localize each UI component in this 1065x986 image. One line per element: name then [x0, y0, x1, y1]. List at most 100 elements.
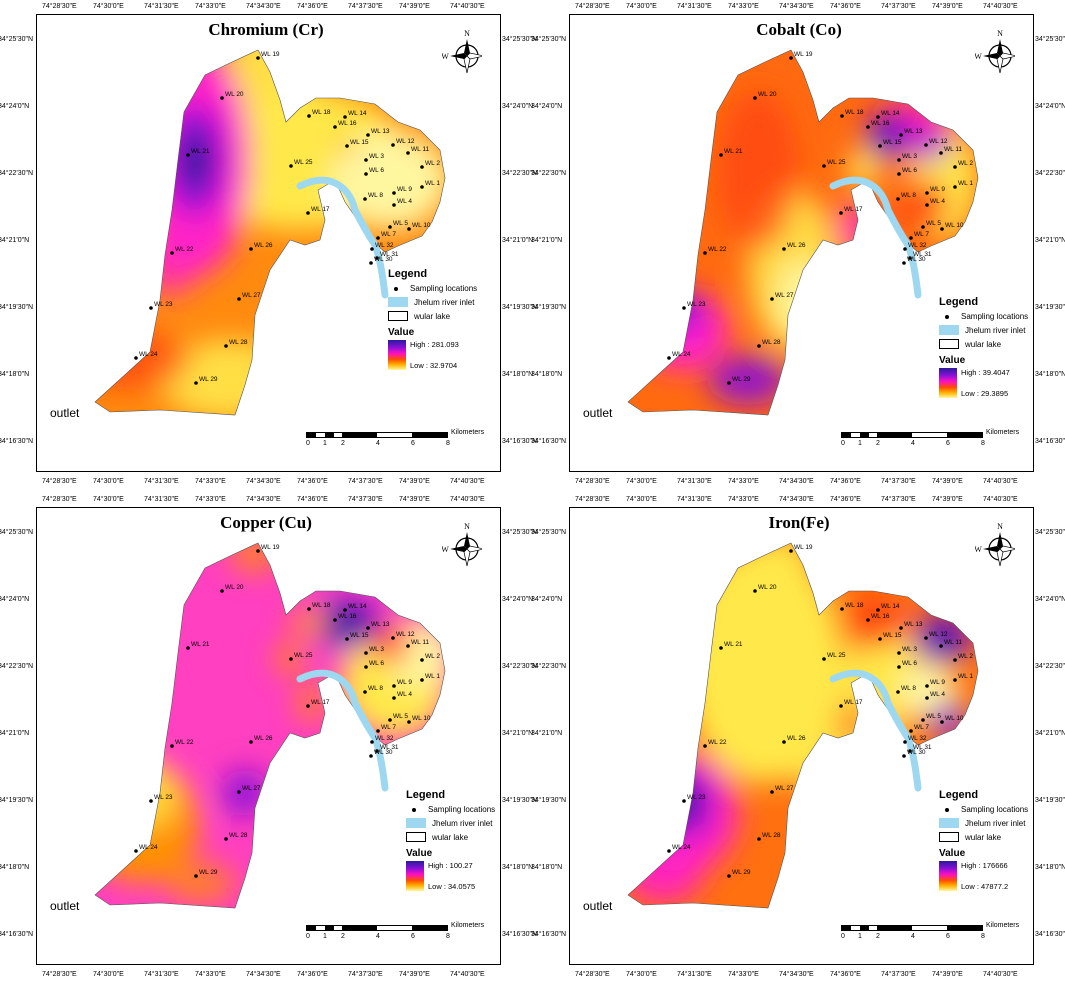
north-arrow-icon: NSEW: [442, 522, 482, 567]
station-label: WL 20: [758, 91, 777, 98]
sampling-location-marker: [364, 172, 368, 176]
sampling-location-marker: [839, 211, 843, 215]
bottom-longitude-tick: 74°34'30"E: [246, 478, 281, 485]
value-title: Value: [939, 355, 966, 366]
station-label: WL 13: [371, 621, 390, 628]
map-surface: WL 1 WL 2 WL 3 WL 4 WL 5 WL 6 WL 7 WL 8 WL 9 WL 1…: [94, 49, 446, 416]
concentration-zone: [778, 260, 828, 340]
sampling-location-marker: [753, 589, 757, 593]
concentration-zone: [292, 608, 328, 638]
concentration-zone: [179, 132, 211, 188]
compass-n-label: N: [464, 522, 470, 531]
station-label: WL 22: [175, 739, 194, 746]
sampling-location-marker: [897, 172, 901, 176]
sampling-location-marker: [782, 247, 786, 251]
top-longitude-tick: 74°40'30"E: [450, 496, 485, 503]
right-latitude-tick: 34°16'30"N: [1035, 931, 1065, 938]
sampling-location-marker: [896, 690, 900, 694]
sampling-location-marker: [194, 381, 198, 385]
station-label: WL 19: [794, 544, 813, 551]
station-label: WL 26: [787, 242, 806, 249]
compass-n-label: N: [997, 522, 1003, 531]
station-label: WL 5: [926, 713, 941, 720]
station-label: WL 23: [687, 301, 706, 308]
ramp-high-label: High : 176666: [961, 861, 1008, 870]
sampling-location-marker: [757, 837, 761, 841]
left-latitude-tick: 34°16'30"N: [531, 438, 567, 445]
right-latitude-tick: 34°24'0"N: [1035, 103, 1065, 110]
map-title: Chromium (Cr): [208, 20, 324, 39]
station-label: WL 25: [827, 652, 846, 659]
bottom-longitude-tick: 74°36'0"E: [830, 971, 861, 978]
station-label: WL 31: [380, 744, 399, 751]
compass-w-label: W: [442, 545, 449, 554]
sampling-location-marker: [391, 636, 395, 640]
legend-title: Legend: [388, 268, 428, 280]
ramp-low-label: Low : 47877.2: [961, 882, 1009, 891]
sampling-location-marker: [908, 749, 912, 753]
station-label: WL 18: [845, 602, 864, 609]
top-longitude-tick: 74°37'30"E: [881, 496, 916, 503]
legend-title: Legend: [939, 296, 979, 308]
top-longitude-tick: 74°30'0"E: [93, 3, 124, 10]
right-latitude-tick: 34°21'0"N: [502, 730, 534, 737]
sampling-location-marker: [940, 227, 944, 231]
bottom-longitude-tick: 74°28'30"E: [575, 971, 610, 978]
sampling-location-marker: [237, 297, 241, 301]
river-swatch-icon: [388, 297, 408, 307]
top-longitude-tick: 74°40'30"E: [983, 496, 1018, 503]
station-label: WL 18: [845, 109, 864, 116]
concentration-zone: [110, 758, 180, 828]
sampling-location-marker: [876, 608, 880, 612]
concentration-zone: [140, 225, 200, 295]
ramp-high-label: High : 100.27: [428, 861, 473, 870]
sampling-location-marker: [406, 644, 410, 648]
left-latitude-tick: 34°18'0"N: [531, 371, 563, 378]
sampling-location-marker: [224, 837, 228, 841]
ramp-low-label: Low : 34.0575: [428, 882, 476, 891]
sampling-location-marker: [220, 96, 224, 100]
sampling-location-marker: [902, 754, 906, 758]
station-label: WL 10: [412, 222, 431, 229]
right-latitude-tick: 34°25'30"N: [1035, 36, 1065, 43]
right-latitude-tick: 34°22'30"N: [502, 170, 538, 177]
map-panel-co: WL 1 WL 2 WL 3 WL 4 WL 5 WL 6 WL 7 WL 8 WL 9 WL 1…: [531, 0, 1065, 493]
map-panel-fe: WL 1 WL 2 WL 3 WL 4 WL 5 WL 6 WL 7 WL 8 WL 9 WL 1…: [531, 493, 1065, 986]
station-label: WL 17: [311, 699, 330, 706]
bottom-longitude-tick: 74°39'0"E: [932, 971, 963, 978]
station-label: WL 12: [396, 631, 415, 638]
scale-tick-label: 8: [446, 440, 450, 447]
top-longitude-tick: 74°39'0"E: [399, 3, 430, 10]
station-label: WL 15: [350, 139, 369, 146]
right-latitude-tick: 34°18'0"N: [502, 371, 534, 378]
map-title: Copper (Cu): [220, 513, 312, 532]
station-label: WL 23: [154, 794, 173, 801]
top-longitude-tick: 74°33'0"E: [728, 3, 759, 10]
sampling-location-marker: [840, 607, 844, 611]
left-latitude-tick: 34°18'0"N: [0, 371, 30, 378]
jhelum-river-inlet: [296, 176, 389, 299]
concentration-zone: [708, 355, 788, 405]
bottom-longitude-tick: 74°40'30"E: [983, 478, 1018, 485]
sampling-location-marker: [256, 549, 260, 553]
sampling-location-marker: [727, 874, 731, 878]
sampling-location-marker: [903, 247, 907, 251]
station-label: WL 21: [724, 641, 743, 648]
lake-swatch-icon: [388, 311, 408, 321]
top-longitude-tick: 74°30'0"E: [93, 496, 124, 503]
sampling-location-marker: [306, 211, 310, 215]
left-latitude-tick: 34°21'0"N: [0, 237, 30, 244]
color-ramp: [388, 340, 406, 370]
concentration-zone: [370, 623, 410, 663]
left-latitude-tick: 34°22'30"N: [0, 170, 34, 177]
scale-tick-label: 6: [411, 933, 415, 940]
left-latitude-tick: 34°16'30"N: [0, 931, 34, 938]
station-label: WL 31: [380, 251, 399, 258]
bottom-longitude-tick: 74°37'30"E: [348, 478, 383, 485]
station-label: WL 6: [369, 660, 384, 667]
concentration-zone: [330, 130, 445, 230]
color-ramp: [939, 368, 957, 398]
station-label: WL 31: [913, 251, 932, 258]
sampling-location-marker: [345, 144, 349, 148]
map-surface: WL 1 WL 2 WL 3 WL 4 WL 5 WL 6 WL 7 WL 8 WL 9 WL 1…: [94, 542, 446, 909]
